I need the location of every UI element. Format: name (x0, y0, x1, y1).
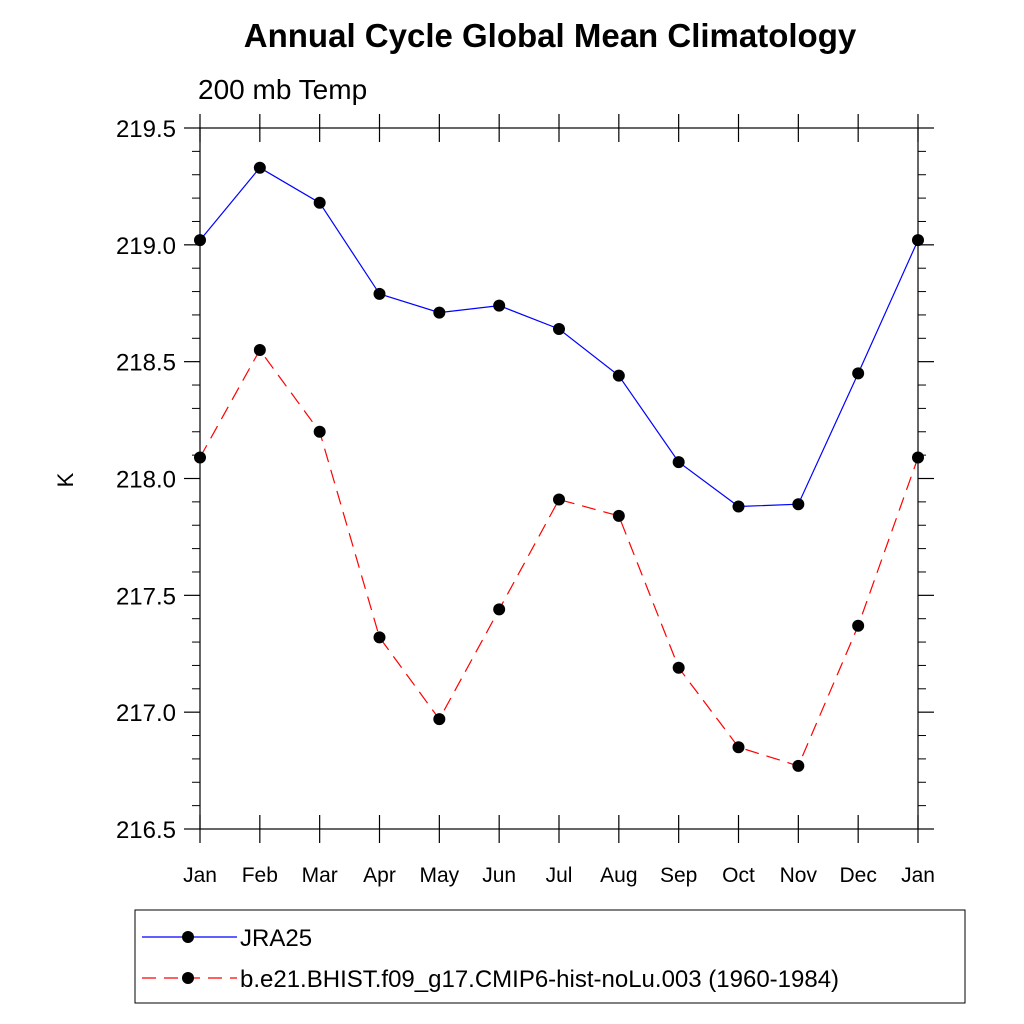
x-tick-label: Aug (600, 864, 637, 887)
series-line-1 (199, 166, 919, 508)
legend: JRA25 b.e21.BHIST.f09_g17.CMIP6-hist-noLu… (134, 909, 966, 1004)
series-2-point (493, 603, 506, 616)
series-2-point (194, 451, 206, 464)
series-2-point (253, 343, 266, 356)
x-axis: Jan Feb Mar Apr May Jun Jul Aug Sep Oct Nov Dec Jan (183, 114, 935, 887)
x-tick-label: Jan (183, 864, 217, 887)
series-1-point (253, 161, 266, 174)
series-1-point (194, 234, 206, 247)
series-1-point (732, 500, 745, 513)
series-line-2 (199, 348, 919, 767)
series-2-point (912, 451, 924, 464)
x-tick-label: Apr (363, 864, 396, 887)
series-1-point (792, 498, 805, 511)
chart-subtitle: 200 mb Temp (198, 74, 367, 105)
series-1-point (912, 234, 924, 247)
legend-marker-2 (182, 972, 194, 984)
legend-marker-1 (182, 931, 194, 943)
y-tick-label: 216.5 (116, 817, 176, 844)
y-tick-label: 219.5 (116, 116, 176, 143)
y-axis-label: K (53, 472, 78, 487)
series-1-point (433, 306, 446, 319)
series-2-point (792, 759, 805, 772)
legend-items: JRA25 b.e21.BHIST.f09_g17.CMIP6-hist-noLu… (142, 925, 839, 993)
series-2-point (852, 619, 865, 632)
series-1-point (553, 322, 565, 335)
series-2-point (553, 493, 565, 506)
series-2-point (672, 661, 685, 674)
x-tick-label: Nov (780, 864, 818, 887)
y-axis: 216.5 217.0 217.5 218.0 218.5 219.0 219.5 (116, 116, 934, 844)
chart-title: Annual Cycle Global Mean Climatology (244, 17, 857, 54)
legend-label-1: JRA25 (240, 925, 312, 952)
y-tick-label: 217.5 (116, 583, 176, 610)
series-1-point (612, 369, 625, 382)
y-tick-label: 217.0 (116, 700, 176, 727)
series-1-point (493, 299, 506, 312)
series-2-point (313, 425, 326, 438)
series-1-point (313, 196, 326, 209)
y-tick-label: 218.0 (116, 467, 176, 494)
series-1-point (852, 367, 865, 380)
x-tick-label: Mar (302, 864, 338, 887)
series-1-point (373, 287, 386, 300)
series-2-point (373, 631, 386, 644)
x-tick-label: Jul (546, 864, 573, 887)
x-tick-label: Dec (839, 864, 876, 887)
x-tick-label: Jun (482, 864, 516, 887)
series-2-point (612, 509, 625, 522)
x-tick-label: Jan (901, 864, 935, 887)
legend-box (134, 909, 966, 1004)
series-2-point (732, 741, 745, 754)
y-tick-label: 219.0 (116, 233, 176, 260)
x-tick-label: Sep (660, 864, 697, 887)
legend-label-2: b.e21.BHIST.f09_g17.CMIP6-hist-noLu.003 … (240, 966, 839, 993)
y-tick-label: 218.5 (116, 350, 176, 377)
series-1-point (672, 456, 685, 469)
x-tick-label: Oct (722, 864, 755, 887)
x-tick-label: May (419, 864, 459, 887)
x-tick-label: Feb (242, 864, 278, 887)
series-layer (194, 161, 924, 772)
series-2-point (433, 713, 446, 726)
